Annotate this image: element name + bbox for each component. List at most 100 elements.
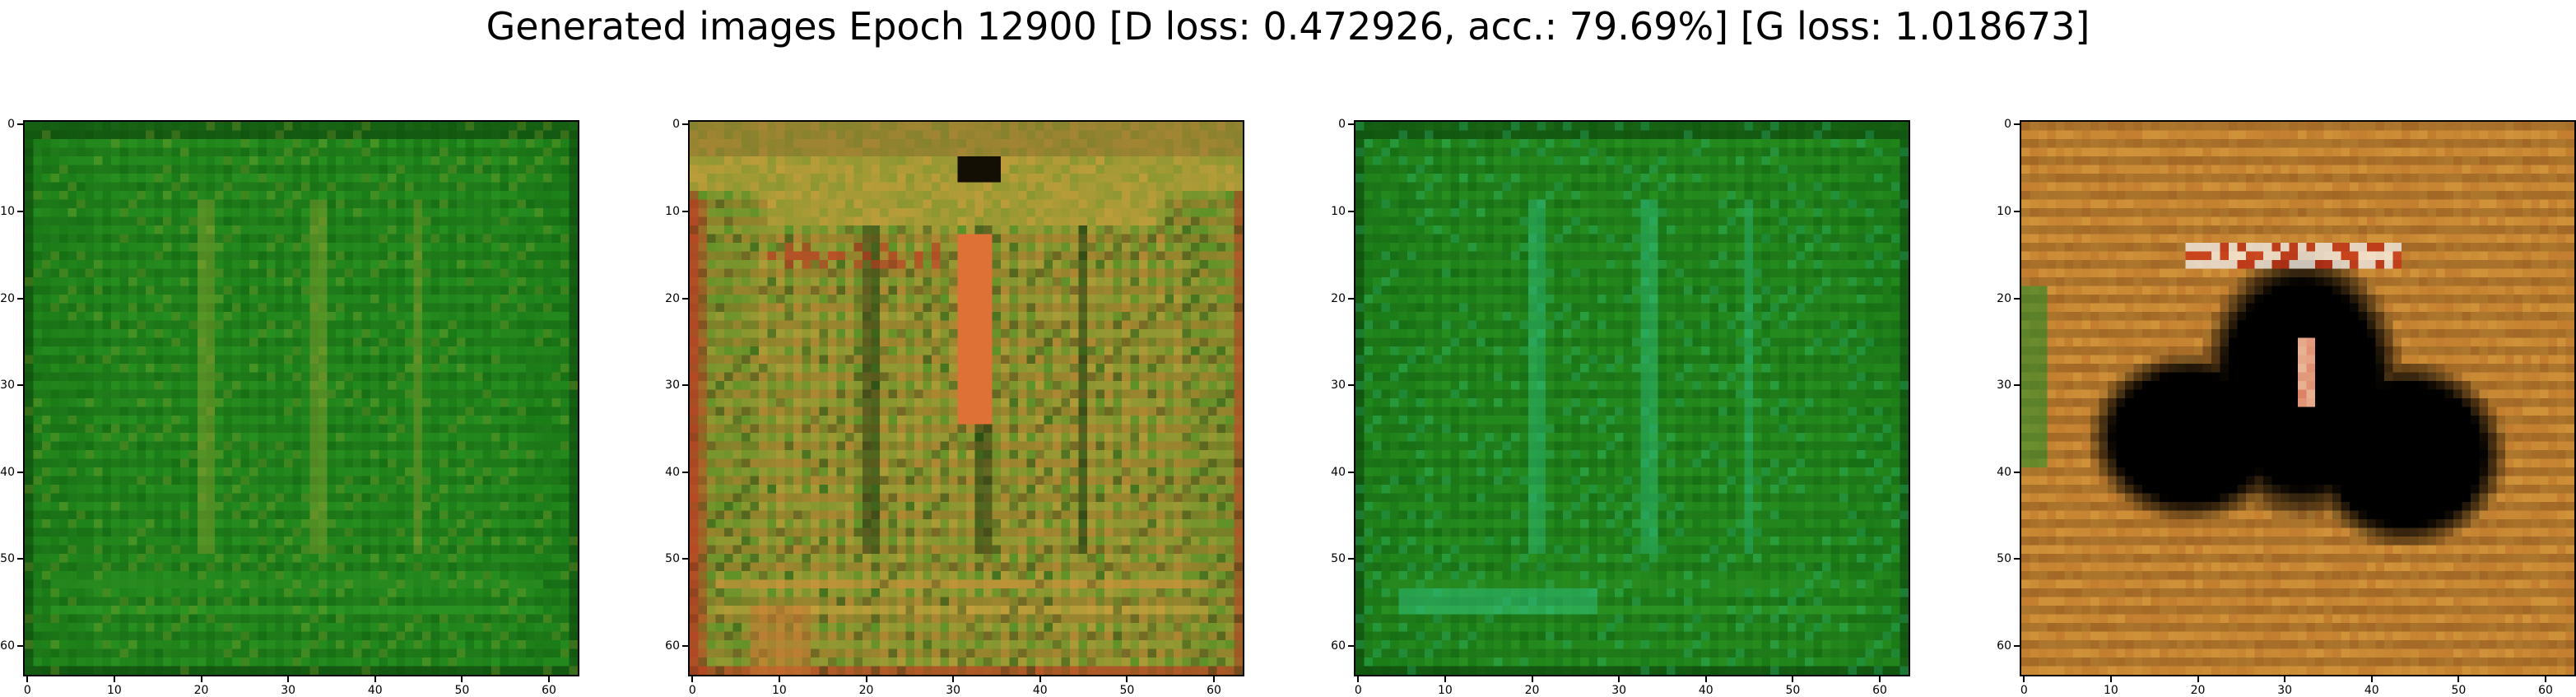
y-tick-label: 50 <box>1313 553 1346 565</box>
y-tick-mark <box>1348 123 1354 125</box>
x-tick-mark <box>691 676 693 682</box>
y-tick-label: 0 <box>0 118 15 130</box>
y-tick-label: 50 <box>0 553 15 565</box>
x-tick-mark <box>1039 676 1041 682</box>
y-tick-mark <box>682 123 688 125</box>
y-tick-mark <box>1348 472 1354 473</box>
x-tick-label: 50 <box>2442 685 2475 696</box>
x-tick-mark <box>114 676 115 682</box>
x-tick-mark <box>1126 676 1128 682</box>
x-tick-label: 0 <box>676 685 709 696</box>
x-tick-label: 40 <box>2355 685 2388 696</box>
y-tick-mark <box>17 472 23 473</box>
x-tick-label: 50 <box>1110 685 1143 696</box>
y-tick-mark <box>682 645 688 647</box>
x-tick-label: 30 <box>937 685 969 696</box>
y-tick-mark <box>1348 384 1354 386</box>
image-axes-4 <box>2020 120 2576 676</box>
y-tick-mark <box>2014 384 2020 386</box>
x-tick-mark <box>1792 676 1793 682</box>
x-tick-label: 60 <box>532 685 565 696</box>
x-tick-label: 30 <box>1602 685 1635 696</box>
x-tick-label: 0 <box>11 685 44 696</box>
image-axes-1 <box>23 120 579 676</box>
x-tick-label: 60 <box>2529 685 2562 696</box>
y-tick-label: 50 <box>1978 553 2011 565</box>
x-tick-label: 20 <box>2182 685 2215 696</box>
x-tick-mark <box>2371 676 2373 682</box>
y-tick-mark <box>1348 645 1354 647</box>
x-tick-mark <box>548 676 550 682</box>
y-tick-mark <box>682 384 688 386</box>
y-tick-label: 10 <box>1313 206 1346 217</box>
x-tick-mark <box>287 676 289 682</box>
x-tick-label: 60 <box>1197 685 1230 696</box>
generated-image-2 <box>690 122 1243 675</box>
x-tick-mark <box>1532 676 1533 682</box>
x-tick-mark <box>1705 676 1707 682</box>
y-tick-mark <box>2014 645 2020 647</box>
y-tick-mark <box>2014 123 2020 125</box>
x-tick-mark <box>2110 676 2112 682</box>
y-tick-label: 0 <box>1978 118 2011 130</box>
y-tick-label: 60 <box>1313 640 1346 652</box>
y-tick-label: 0 <box>647 118 680 130</box>
x-tick-label: 10 <box>2095 685 2127 696</box>
figure-title: Generated images Epoch 12900 [D loss: 0.… <box>0 0 2576 53</box>
x-tick-mark <box>1213 676 1215 682</box>
x-tick-mark <box>779 676 780 682</box>
y-tick-label: 40 <box>1313 467 1346 478</box>
x-tick-label: 50 <box>445 685 478 696</box>
y-tick-label: 20 <box>1313 293 1346 304</box>
y-tick-label: 60 <box>647 640 680 652</box>
y-tick-label: 30 <box>0 379 15 391</box>
y-tick-mark <box>17 298 23 300</box>
y-tick-label: 20 <box>1978 293 2011 304</box>
generated-image-3 <box>1355 122 1909 675</box>
generated-image-4 <box>2021 122 2574 675</box>
x-tick-mark <box>461 676 463 682</box>
x-tick-label: 0 <box>2007 685 2040 696</box>
y-tick-mark <box>1348 558 1354 560</box>
x-tick-label: 50 <box>1776 685 1809 696</box>
x-tick-mark <box>952 676 954 682</box>
y-tick-label: 20 <box>0 293 15 304</box>
x-tick-mark <box>2023 676 2025 682</box>
image-axes-2 <box>688 120 1244 676</box>
x-tick-mark <box>1879 676 1881 682</box>
y-tick-label: 30 <box>1978 379 2011 391</box>
y-tick-mark <box>2014 472 2020 473</box>
y-tick-label: 40 <box>0 467 15 478</box>
y-tick-mark <box>682 558 688 560</box>
y-tick-label: 60 <box>0 640 15 652</box>
y-tick-mark <box>2014 298 2020 300</box>
x-tick-mark <box>26 676 28 682</box>
x-tick-label: 60 <box>1863 685 1896 696</box>
y-tick-mark <box>1348 211 1354 212</box>
x-tick-label: 40 <box>359 685 392 696</box>
y-tick-label: 30 <box>1313 379 1346 391</box>
y-tick-mark <box>17 558 23 560</box>
x-tick-label: 0 <box>1341 685 1374 696</box>
image-axes-3 <box>1354 120 1910 676</box>
x-tick-mark <box>1357 676 1359 682</box>
y-tick-label: 0 <box>1313 118 1346 130</box>
y-tick-mark <box>17 211 23 212</box>
y-tick-mark <box>2014 211 2020 212</box>
y-tick-mark <box>682 472 688 473</box>
y-tick-mark <box>1348 298 1354 300</box>
y-tick-label: 60 <box>1978 640 2011 652</box>
generated-image-1 <box>25 122 578 675</box>
y-tick-mark <box>682 211 688 212</box>
x-tick-label: 40 <box>1690 685 1723 696</box>
y-tick-mark <box>2014 558 2020 560</box>
x-tick-mark <box>2545 676 2546 682</box>
x-tick-mark <box>1444 676 1446 682</box>
y-tick-mark <box>17 123 23 125</box>
x-tick-mark <box>866 676 867 682</box>
y-tick-mark <box>17 645 23 647</box>
y-tick-label: 10 <box>1978 206 2011 217</box>
y-tick-label: 10 <box>0 206 15 217</box>
y-tick-label: 50 <box>647 553 680 565</box>
x-tick-label: 10 <box>763 685 796 696</box>
